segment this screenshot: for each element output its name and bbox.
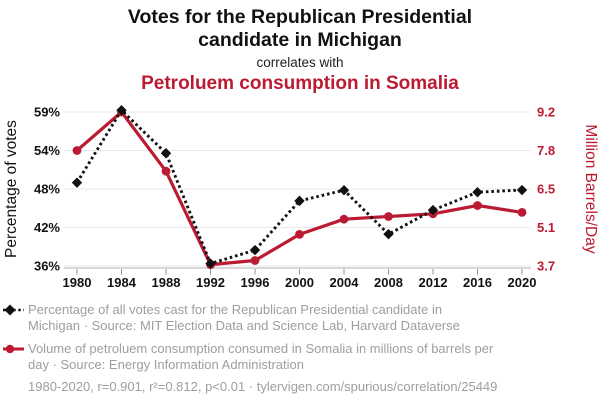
left-tick-label: 42%: [34, 220, 60, 235]
votes-point: [427, 204, 439, 216]
x-axis: 1980 1984 1988 1992 1996 2000 2004 2008 2012 2016…: [63, 267, 537, 290]
right-tick-label: 3.7: [537, 259, 555, 274]
page-title: Votes for the Republican Presidential ca…: [0, 6, 600, 52]
title-line-1: Votes for the Republican Presidential: [127, 6, 473, 28]
petroleum-point: [517, 208, 527, 217]
chart-subtitle: Petroluem consumption in Somalia: [141, 73, 459, 94]
series-petroleum: [72, 107, 527, 269]
right-tick-label: 9.2: [537, 105, 555, 120]
left-tick-label: 36%: [34, 259, 60, 274]
votes-series-line: [75, 108, 523, 266]
votes-point: [294, 195, 305, 207]
left-tick-label: 48%: [34, 182, 60, 197]
petroleum-point: [384, 212, 393, 221]
right-axis-title: Million Barrels/Day: [582, 124, 599, 253]
series-votes: [71, 105, 528, 269]
votes-point: [71, 177, 83, 188]
gridlines: [64, 111, 531, 267]
votes-point: [116, 105, 127, 116]
right-tick-label: 6.5: [537, 182, 555, 197]
votes-point: [160, 148, 172, 159]
chart-legend: Percentage of all votes cast for the Rep…: [2, 302, 580, 380]
votes-legend-line-1: Percentage of all votes cast for the Rep…: [28, 302, 443, 317]
x-tick-label: 2004: [330, 275, 360, 290]
petroleum-point: [250, 256, 260, 265]
correlates-with-label: correlates with: [256, 55, 344, 70]
votes-legend-text: Percentage of all votes cast for the Rep…: [28, 302, 460, 333]
x-tick-label: 2012: [419, 275, 448, 290]
votes-point: [516, 184, 528, 196]
votes-legend-line-2: Michigan · Source: MIT Election Data and…: [28, 317, 460, 333]
votes-point: [249, 244, 261, 256]
x-tick-label: 1992: [196, 275, 225, 290]
stats-footer: 1980-2020, r=0.901, r²=0.812, p<0.01 · t…: [28, 379, 498, 394]
x-tick-label: 1996: [241, 275, 270, 290]
x-tick-label: 2000: [285, 275, 314, 290]
votes-series-marker-icon: [3, 304, 24, 316]
x-tick-label: 2008: [374, 275, 403, 290]
petroleum-point: [161, 166, 171, 176]
x-tick-label: 1988: [152, 275, 181, 290]
left-tick-label: 59%: [34, 105, 60, 120]
x-tick-label: 2020: [508, 275, 537, 290]
petroleum-series-marker-icon: [3, 344, 24, 354]
y-axis-left: 36% 42% 48% 54% 59% Percentage of votes: [3, 105, 60, 274]
legend-item-petroleum: Volume of petroluem consumption consumed…: [2, 341, 580, 372]
right-tick-label: 5.1: [537, 220, 555, 235]
left-axis-title: Percentage of votes: [3, 120, 20, 258]
votes-point: [472, 187, 483, 198]
y-axis-right: 3.7 5.1 6.5 7.8 9.2 Million Barrels/Day: [537, 105, 599, 274]
legend-item-votes: Percentage of all votes cast for the Rep…: [2, 302, 580, 333]
petroleum-legend-text: Volume of petroluem consumption consumed…: [28, 341, 493, 372]
petroleum-legend-line-2: day · Source: Energy Information Adminis…: [28, 356, 305, 372]
title-line-2: candidate in Michigan: [198, 29, 402, 51]
petroleum-point: [473, 201, 482, 210]
right-tick-label: 7.8: [537, 143, 555, 158]
x-tick-label: 1984: [107, 275, 137, 290]
petroleum-point: [72, 146, 82, 155]
petroleum-point: [295, 230, 304, 239]
x-tick-label: 1980: [63, 275, 92, 290]
left-tick-label: 54%: [34, 143, 60, 158]
votes-point: [383, 228, 394, 240]
x-tick-label: 2016: [463, 275, 492, 290]
votes-point: [338, 185, 350, 196]
votes-point: [205, 258, 216, 269]
petroleum-point: [339, 214, 349, 224]
petroleum-legend-line-1: Volume of petroluem consumption consumed…: [28, 341, 494, 356]
petroleum-series-line: [75, 110, 523, 267]
